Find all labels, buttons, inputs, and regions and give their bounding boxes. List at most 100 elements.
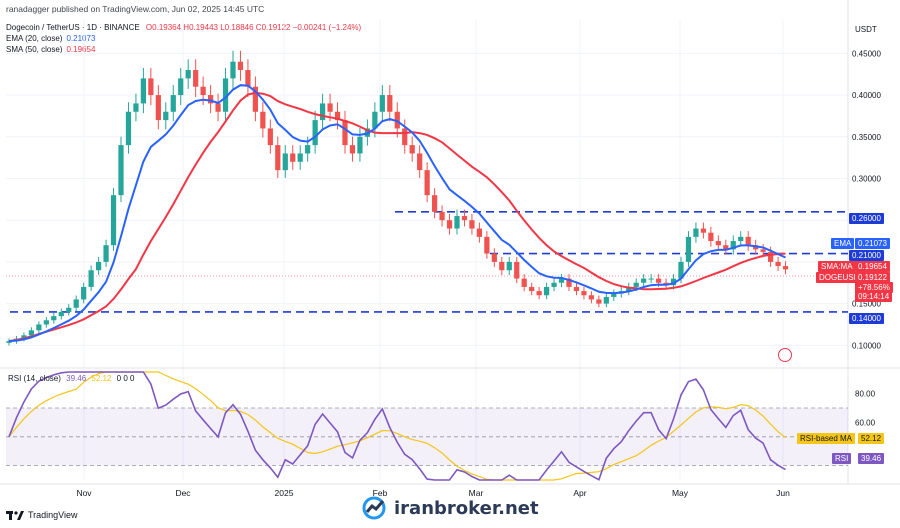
time-tick-label: Dec bbox=[175, 488, 191, 498]
price-tick-label: 0.10000 bbox=[852, 341, 881, 350]
candle-body bbox=[252, 86, 259, 112]
candle-body bbox=[200, 86, 206, 96]
price-tick-label: 0.15000 bbox=[852, 300, 881, 309]
sma-value: 0.19654 bbox=[66, 45, 96, 54]
sma-tag-badge: SMA:MA bbox=[818, 261, 856, 272]
candle-body bbox=[738, 236, 744, 242]
ema-value: 0.21073 bbox=[66, 34, 96, 43]
candle-body bbox=[267, 128, 273, 146]
tradingview-label: TradingView bbox=[28, 509, 78, 520]
candle-body bbox=[81, 286, 87, 300]
candle-body bbox=[446, 220, 453, 229]
price-tick-label: 0.40000 bbox=[852, 91, 881, 100]
ema-legend[interactable]: EMA (20, close) 0.21073 bbox=[6, 33, 361, 44]
candle-body bbox=[521, 278, 527, 287]
candle-body bbox=[103, 245, 109, 262]
candle-body bbox=[334, 111, 341, 121]
candle-body bbox=[529, 286, 535, 292]
alert-icon[interactable] bbox=[778, 348, 792, 362]
candle-body bbox=[349, 145, 356, 154]
candle-body bbox=[611, 293, 617, 297]
candle-body bbox=[641, 278, 647, 283]
candle-body bbox=[342, 120, 348, 146]
candle-body bbox=[170, 95, 176, 112]
candle-body bbox=[66, 307, 72, 312]
time-tick-label: Apr bbox=[573, 488, 586, 498]
ema-value-badge: 0.21073 bbox=[855, 238, 890, 249]
candle-body bbox=[178, 78, 184, 96]
chart-legend: Dogecoin / TetherUS · 1D · BINANCE O0.19… bbox=[6, 22, 361, 55]
candle-body bbox=[573, 286, 580, 292]
price-tick-label: 0.35000 bbox=[852, 133, 881, 142]
candle-body bbox=[514, 261, 520, 279]
price-tick-label: 0.30000 bbox=[852, 174, 881, 183]
candle-body bbox=[782, 266, 789, 270]
rsi-label: RSI (14, close) bbox=[8, 374, 61, 383]
candle-body bbox=[543, 286, 550, 296]
level-badge-140: 0.14000 bbox=[849, 313, 884, 324]
candle-body bbox=[140, 78, 147, 104]
rsi-lines bbox=[8, 371, 786, 481]
time-tick-label: Jun bbox=[776, 488, 790, 498]
sma-legend[interactable]: SMA (50, close) 0.19654 bbox=[6, 44, 361, 55]
candle-body bbox=[588, 295, 595, 300]
candle-body bbox=[43, 320, 49, 325]
candle-body bbox=[312, 120, 318, 146]
candle-body bbox=[148, 78, 154, 96]
candle-body bbox=[372, 111, 378, 129]
candle-body bbox=[431, 195, 438, 212]
candle-body bbox=[379, 95, 385, 112]
sma-line bbox=[8, 91, 786, 343]
candle-body bbox=[670, 278, 677, 286]
candle-body bbox=[551, 282, 557, 287]
candle-body bbox=[6, 341, 12, 343]
ema-line bbox=[8, 84, 786, 343]
candle-body bbox=[282, 153, 288, 171]
candle-body bbox=[275, 145, 281, 171]
candle-body bbox=[125, 111, 132, 146]
axis-labels: 0.450000.400000.350000.300000.250000.200… bbox=[76, 25, 881, 498]
rsi-ma-value: 52.12 bbox=[91, 374, 112, 383]
brand-label: iranbroker.net bbox=[394, 497, 539, 519]
level-badge-260: 0.26000 bbox=[849, 213, 884, 224]
candle-body bbox=[245, 70, 251, 87]
candle-body bbox=[760, 249, 766, 252]
candle-body bbox=[297, 153, 303, 162]
currency-label: USDT bbox=[855, 25, 877, 34]
candle-body bbox=[193, 70, 199, 87]
candle-body bbox=[596, 299, 602, 304]
candle-body bbox=[409, 145, 415, 154]
candle-body bbox=[185, 70, 191, 79]
change-badge: +78.56% bbox=[855, 282, 893, 293]
candle-body bbox=[155, 95, 161, 121]
candle-body bbox=[566, 278, 572, 287]
candle-body bbox=[327, 103, 333, 112]
candle-body bbox=[51, 316, 57, 321]
rsi-tick-label: 80.00 bbox=[855, 390, 876, 399]
moving-averages bbox=[8, 84, 786, 343]
candle-body bbox=[215, 103, 221, 112]
rsi-band bbox=[6, 407, 848, 467]
sma-value-badge: 0.19654 bbox=[855, 261, 890, 272]
candle-body bbox=[95, 261, 102, 271]
candle-body bbox=[648, 278, 654, 280]
rsi-value: 39.46 bbox=[66, 374, 87, 383]
candle-body bbox=[424, 170, 430, 196]
candle-body bbox=[357, 136, 363, 154]
candle-body bbox=[36, 324, 42, 331]
candle-body bbox=[745, 236, 751, 246]
tradingview-footer[interactable]: TradingView bbox=[6, 509, 78, 520]
symbol-line[interactable]: Dogecoin / TetherUS · 1D · BINANCE O0.19… bbox=[6, 22, 361, 33]
candle-body bbox=[491, 253, 497, 262]
level-badge-210: 0.21000 bbox=[849, 250, 884, 261]
rsi-tag-value: 39.46 bbox=[858, 453, 885, 464]
candle-body bbox=[207, 95, 214, 104]
rsi-ma-tag: RSI-based MA bbox=[797, 433, 856, 444]
publisher-line: ranadagger published on TradingView.com,… bbox=[6, 4, 265, 14]
rsi-tick-label: 60.00 bbox=[855, 418, 876, 427]
candle-body bbox=[730, 241, 736, 250]
candle-body bbox=[260, 111, 266, 129]
rsi-legend[interactable]: RSI (14, close) 39.46 52.12 0 0 0 bbox=[8, 374, 134, 383]
candle-body bbox=[700, 228, 707, 233]
